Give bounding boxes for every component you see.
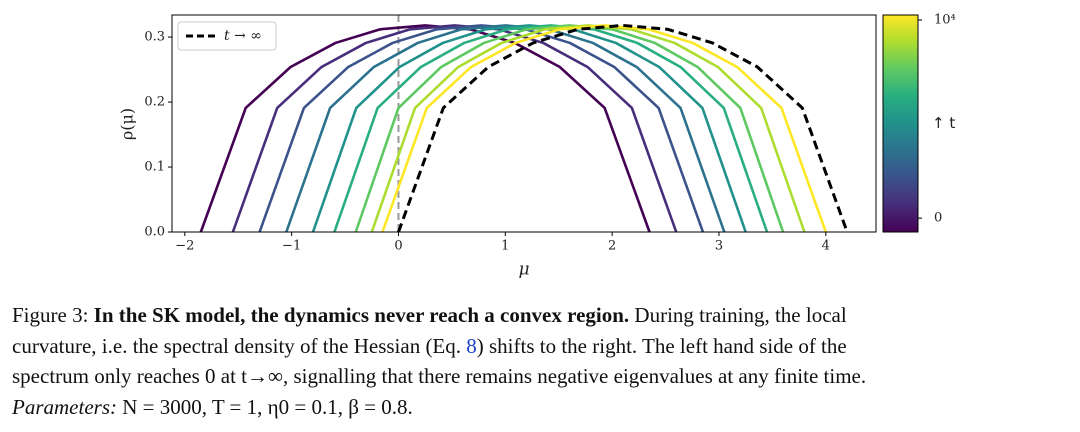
figure-label: Figure 3: <box>12 303 89 327</box>
colorbar <box>882 14 919 233</box>
y-tick-label: 0.2 <box>144 95 165 110</box>
colorbar-tick-label: 10⁴ <box>934 12 956 27</box>
x-axis-label: μ <box>518 260 529 280</box>
caption-text: ) shifts to the right. The left hand sid… <box>476 333 847 358</box>
caption-text: curvature, i.e. the spectral density of … <box>12 333 462 358</box>
line-series <box>381 24 828 233</box>
colorbar-tick-label: 0 <box>934 211 942 226</box>
params-label: Parameters: <box>12 394 117 419</box>
x-tick-label: 1 <box>501 239 509 254</box>
x-tick-label: 2 <box>608 239 616 254</box>
caption-text: During training, the local <box>634 303 847 327</box>
colorbar-label: ↑ t <box>932 114 955 132</box>
y-tick-label: 0.3 <box>144 30 165 45</box>
caption: Figure 3: In the SK model, the dynamics … <box>12 300 1074 422</box>
y-axis-label: ρ(μ) <box>118 108 137 140</box>
x-tick-label: 3 <box>715 239 723 254</box>
line-series <box>370 24 806 233</box>
caption-text: spectrum only reaches 0 at t→∞, signalli… <box>12 364 867 388</box>
line-series <box>311 24 747 233</box>
legend-box <box>177 21 277 51</box>
x-tick-label: −2 <box>175 239 194 254</box>
line-series <box>397 23 849 233</box>
x-tick-label: 4 <box>822 239 830 254</box>
plot-frame <box>171 14 877 233</box>
line-series <box>258 24 705 233</box>
y-tick-label: 0.0 <box>144 225 165 240</box>
caption-bold: In the SK model, the dynamics never reac… <box>93 303 630 327</box>
line-series <box>231 24 678 233</box>
legend-label: t → ∞ <box>224 28 262 44</box>
line-series <box>333 24 769 233</box>
equation-ref[interactable]: 8 <box>466 333 477 358</box>
line-series <box>199 24 651 233</box>
figure: μ ρ(μ) −2 −1 0 1 2 3 4 0.0 0.1 0.2 0.3 t → ∞ 0 10⁴ ↑ t <box>118 12 956 280</box>
line-series <box>354 24 785 233</box>
line-series <box>285 24 726 233</box>
x-tick-label: 0 <box>394 239 402 254</box>
y-tick-label: 0.1 <box>144 160 165 175</box>
params: N = 3000, T = 1, η0 = 0.1, β = 0.8. <box>122 394 413 419</box>
x-tick-label: −1 <box>282 239 301 254</box>
